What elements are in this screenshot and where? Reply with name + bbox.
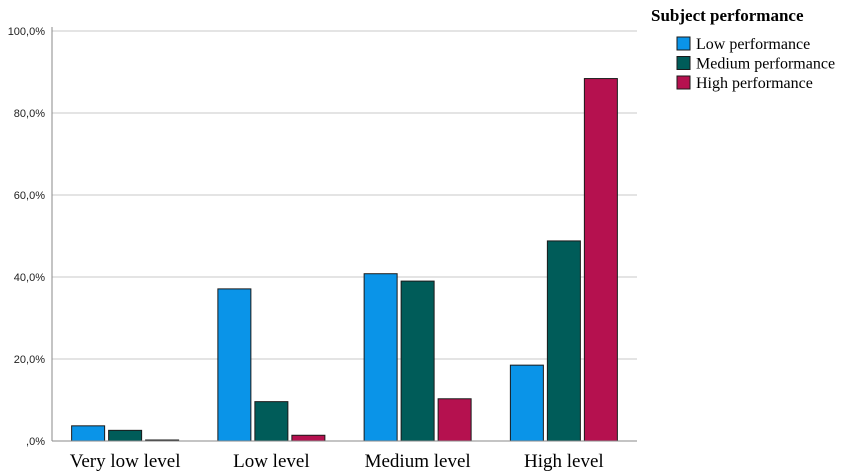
y-tick-label: 80,0% (14, 108, 45, 120)
legend-label: High performance (696, 75, 813, 92)
y-tick-label: ,0% (26, 436, 45, 448)
legend-swatch (676, 56, 691, 70)
bar (437, 398, 472, 442)
legend-swatch (676, 36, 691, 51)
bar (400, 280, 435, 442)
bar (546, 240, 581, 442)
bar (108, 429, 143, 442)
bar (291, 434, 326, 442)
y-tick-label: 20,0% (14, 354, 45, 366)
gridlines (52, 30, 637, 360)
legend-label: Medium performance (696, 56, 835, 73)
bar (254, 401, 289, 442)
axes: ,0% 20,0% 40,0% 60,0% 80,0% 100,0% Very low le… (8, 26, 637, 472)
bar (217, 288, 252, 442)
x-category-label: Medium level (365, 451, 471, 472)
x-category-label: Low level (233, 451, 310, 472)
legend-label: Low performance (696, 36, 810, 53)
bar (509, 364, 544, 442)
bar (71, 425, 106, 442)
legend: Subject performance Low performance Mediu… (651, 6, 835, 92)
legend-title: Subject performance (651, 6, 804, 25)
x-category-label: Very low level (70, 451, 181, 472)
bar (363, 273, 398, 442)
y-tick-label: 100,0% (8, 26, 46, 38)
y-tick-label: 60,0% (14, 190, 45, 202)
legend-swatch (676, 75, 691, 90)
x-category-label: High level (524, 451, 604, 472)
bars (71, 78, 618, 442)
bar (583, 78, 618, 442)
y-tick-label: 40,0% (14, 272, 45, 284)
